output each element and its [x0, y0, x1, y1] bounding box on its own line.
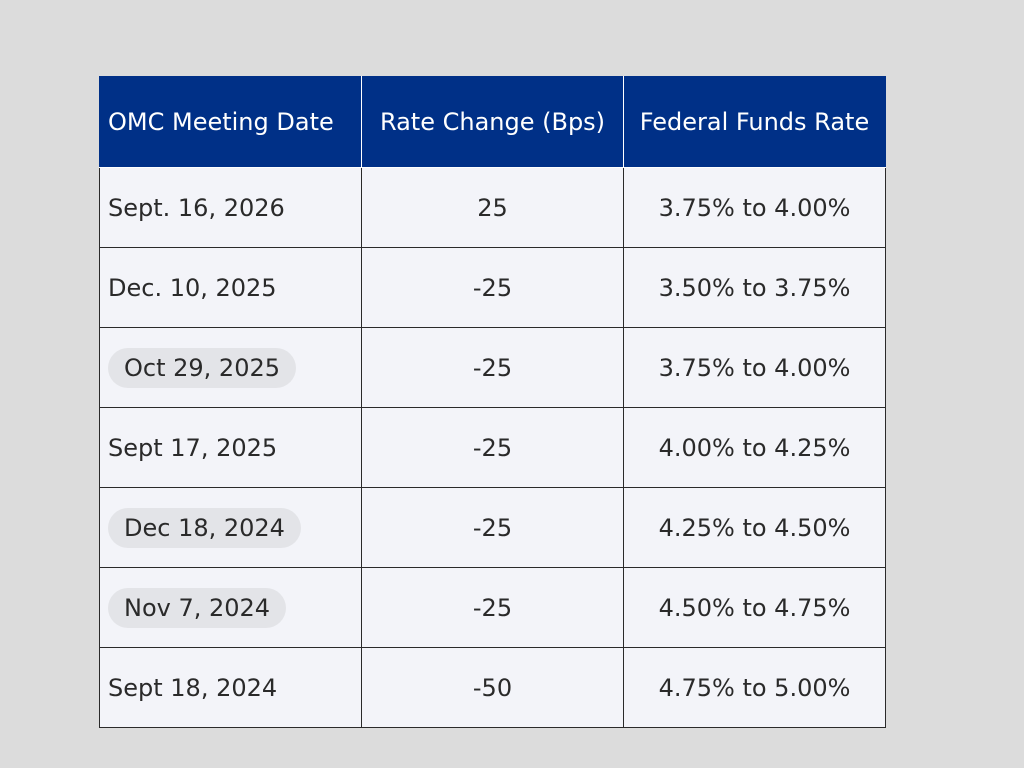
table-row: Dec 18, 2024 -25 4.25% to 4.50% — [99, 487, 886, 568]
meeting-date-chip: Nov 7, 2024 — [108, 587, 287, 628]
federal-funds-rate-cell: 3.50% to 3.75% — [623, 247, 886, 328]
table-header-row: OMC Meeting Date Rate Change (Bps) Feder… — [99, 76, 886, 168]
federal-funds-rate-cell: 4.00% to 4.25% — [623, 407, 886, 488]
meeting-date-chip: Oct 29, 2025 — [108, 347, 296, 388]
table-row: Sept. 16, 2026 25 3.75% to 4.00% — [99, 167, 886, 248]
header-federal-funds-rate: Federal Funds Rate — [623, 76, 886, 168]
federal-funds-rate-cell: 3.75% to 4.00% — [623, 167, 886, 248]
federal-funds-rate-cell: 4.50% to 4.75% — [623, 567, 886, 648]
rate-change-cell: -50 — [361, 647, 624, 728]
fed-rate-table: OMC Meeting Date Rate Change (Bps) Feder… — [99, 76, 886, 728]
meeting-date: Sept. 16, 2026 — [108, 193, 285, 222]
meeting-date-cell: Sept 17, 2025 — [99, 407, 362, 488]
meeting-date-cell: Nov 7, 2024 — [99, 567, 362, 648]
meeting-date-chip: Dec 18, 2024 — [108, 507, 301, 548]
meeting-date-cell: Dec. 10, 2025 — [99, 247, 362, 328]
meeting-date-cell: Sept 18, 2024 — [99, 647, 362, 728]
table-body: Sept. 16, 2026 25 3.75% to 4.00% Dec. 10… — [99, 167, 886, 728]
federal-funds-rate-cell: 4.25% to 4.50% — [623, 487, 886, 568]
table-row: Oct 29, 2025 -25 3.75% to 4.00% — [99, 327, 886, 408]
table-row: Sept 18, 2024 -50 4.75% to 5.00% — [99, 647, 886, 728]
federal-funds-rate-cell: 3.75% to 4.00% — [623, 327, 886, 408]
meeting-date: Dec. 10, 2025 — [108, 273, 277, 302]
meeting-date-cell: Oct 29, 2025 — [99, 327, 362, 408]
meeting-date: Sept 18, 2024 — [108, 673, 278, 702]
rate-change-cell: -25 — [361, 327, 624, 408]
table-row: Nov 7, 2024 -25 4.50% to 4.75% — [99, 567, 886, 648]
rate-change-cell: 25 — [361, 167, 624, 248]
rate-change-cell: -25 — [361, 487, 624, 568]
table-row: Sept 17, 2025 -25 4.00% to 4.25% — [99, 407, 886, 488]
federal-funds-rate-cell: 4.75% to 5.00% — [623, 647, 886, 728]
meeting-date-cell: Dec 18, 2024 — [99, 487, 362, 568]
rate-change-cell: -25 — [361, 407, 624, 488]
meeting-date: Sept 17, 2025 — [108, 433, 278, 462]
header-meeting-date: OMC Meeting Date — [99, 76, 362, 168]
rate-change-cell: -25 — [361, 247, 624, 328]
meeting-date-cell: Sept. 16, 2026 — [99, 167, 362, 248]
header-rate-change: Rate Change (Bps) — [361, 76, 624, 168]
table-row: Dec. 10, 2025 -25 3.50% to 3.75% — [99, 247, 886, 328]
rate-change-cell: -25 — [361, 567, 624, 648]
